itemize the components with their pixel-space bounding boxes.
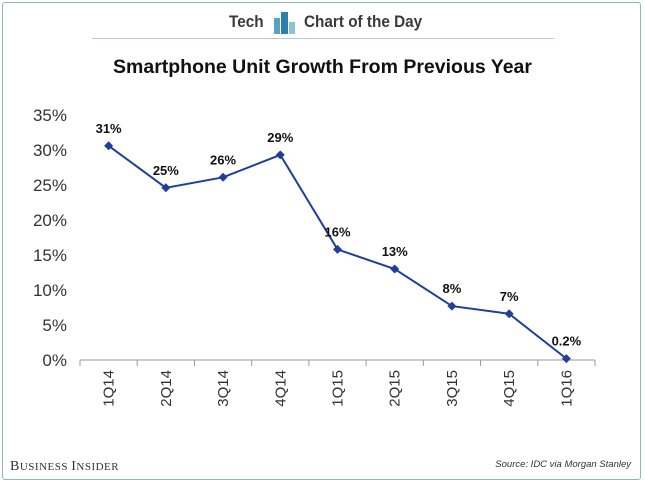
x-tick-label: 4Q15: [501, 370, 518, 407]
y-tick-label: 30%: [33, 141, 67, 160]
x-tick-label: 1Q16: [558, 370, 575, 407]
header-tech-label: Tech: [229, 12, 264, 31]
data-label: 13%: [382, 244, 408, 259]
data-label: 26%: [210, 152, 236, 167]
x-tick-label: 2Q15: [387, 370, 404, 407]
data-point-marker[interactable]: [275, 150, 285, 160]
data-label: 0.2%: [552, 334, 582, 349]
header-chart-of-the-day-label: Chart of the Day: [304, 12, 423, 31]
data-label: 7%: [500, 289, 519, 304]
y-tick-label: 10%: [33, 281, 67, 300]
data-label: 29%: [267, 130, 293, 145]
logo-letter-i: I: [71, 459, 77, 474]
y-tick-label: 15%: [33, 246, 67, 265]
bar-chart-icon: [274, 12, 295, 34]
chart-frame: [2, 2, 641, 480]
data-point-marker[interactable]: [447, 301, 457, 311]
data-label: 25%: [153, 163, 179, 178]
data-label: 8%: [443, 281, 462, 296]
y-tick-label: 5%: [42, 316, 67, 335]
y-tick-label: 35%: [33, 106, 67, 125]
y-tick-label: 0%: [42, 351, 67, 370]
data-point-marker[interactable]: [218, 172, 228, 182]
x-tick-label: 3Q14: [215, 370, 232, 407]
data-point-marker[interactable]: [333, 244, 342, 254]
data-point-marker[interactable]: [390, 264, 400, 274]
y-tick-label: 25%: [33, 176, 67, 195]
data-point-marker[interactable]: [504, 309, 514, 319]
chart-title: Smartphone Unit Growth From Previous Yea…: [113, 56, 532, 78]
logo-nsider: NSIDER: [76, 461, 120, 473]
x-tick-label: 4Q14: [272, 370, 289, 407]
x-tick-label: 2Q14: [158, 370, 175, 407]
business-insider-logo: BUSINESS INSIDER: [10, 459, 119, 475]
x-tick-label: 1Q15: [330, 370, 347, 407]
header-divider: [92, 38, 554, 39]
data-label: 31%: [96, 121, 122, 136]
data-point-marker[interactable]: [161, 183, 171, 193]
logo-letter-b: B: [10, 459, 20, 474]
x-tick-label: 1Q14: [101, 370, 118, 407]
y-tick-label: 20%: [33, 211, 67, 230]
data-point-marker[interactable]: [561, 354, 571, 364]
x-tick-label: 3Q15: [444, 370, 461, 407]
chart-header: Tech Chart of the Day: [0, 8, 645, 38]
data-point-marker[interactable]: [104, 141, 114, 151]
data-label: 16%: [324, 224, 350, 239]
logo-usiness: USINESS: [19, 461, 72, 473]
source-note: Source: IDC via Morgan Stanley: [495, 459, 631, 470]
